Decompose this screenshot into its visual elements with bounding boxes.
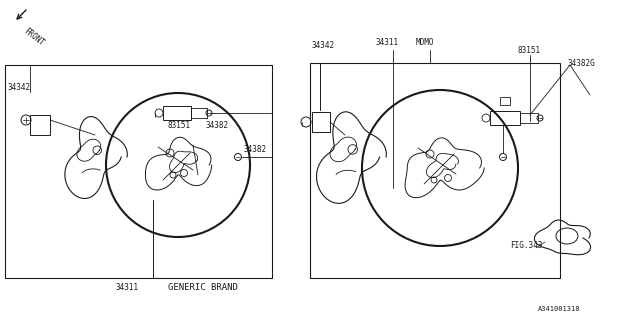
Text: GENERIC BRAND: GENERIC BRAND (168, 283, 238, 292)
Bar (191, 108, 207, 118)
Bar (312, 112, 330, 132)
Text: 83151: 83151 (518, 46, 541, 55)
Text: 34382: 34382 (243, 145, 266, 154)
Bar (5, 65, 272, 278)
Bar (310, 63, 560, 278)
Text: 34342: 34342 (7, 83, 30, 92)
Bar (520, 113, 538, 123)
Bar (30, 115, 50, 135)
Text: FRONT: FRONT (22, 26, 46, 47)
Text: 34342: 34342 (312, 41, 335, 50)
Text: 34382: 34382 (205, 121, 228, 130)
Bar (163, 106, 191, 120)
Text: A341001318: A341001318 (538, 306, 580, 312)
Bar (490, 111, 520, 125)
Text: 34311: 34311 (115, 283, 138, 292)
Text: FIG.343: FIG.343 (510, 241, 542, 250)
Bar (500, 97, 510, 105)
Text: 34382G: 34382G (568, 59, 596, 68)
Text: MOMO: MOMO (416, 38, 435, 47)
Text: 34311: 34311 (375, 38, 398, 47)
Text: 83151: 83151 (168, 121, 191, 130)
